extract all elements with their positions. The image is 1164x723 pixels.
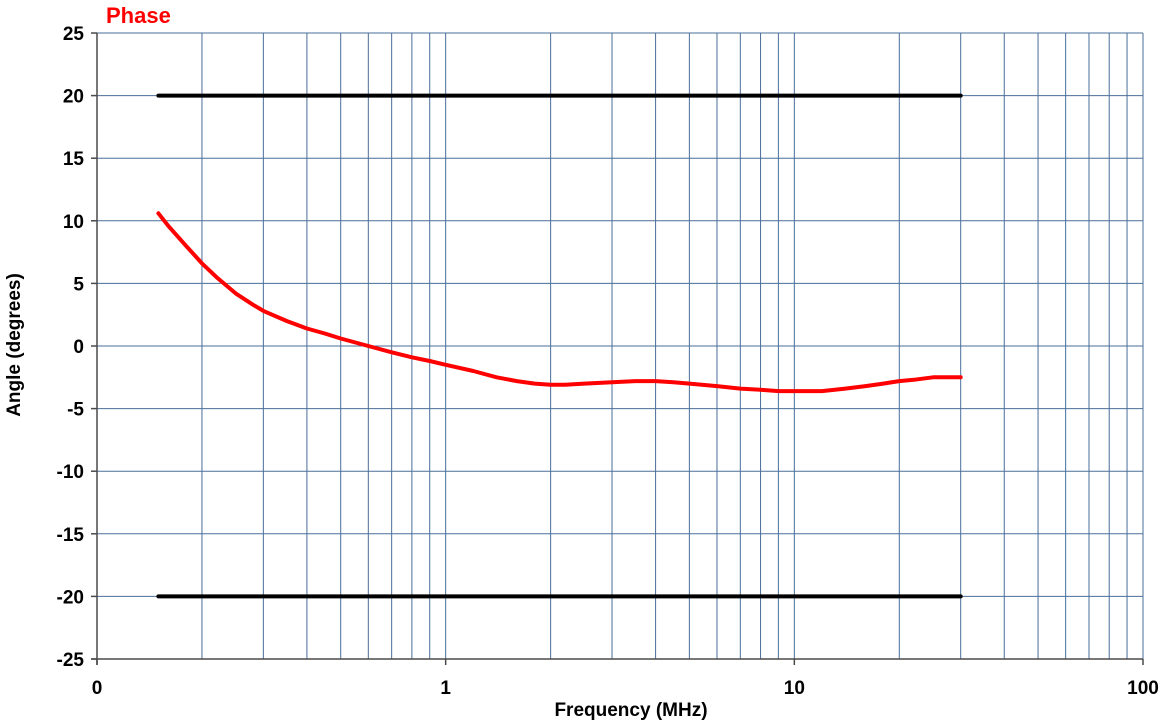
series-group xyxy=(156,93,963,599)
y-tick-label: 25 xyxy=(63,24,85,45)
y-tick-label: 20 xyxy=(63,87,84,108)
x-tick-label: 10 xyxy=(784,678,805,699)
x-tick-label: 100 xyxy=(1127,678,1159,699)
x-tick-labels: 0 1 10 100 xyxy=(92,678,1159,699)
y-tick-label: 10 xyxy=(63,212,84,233)
y-axis-label: Angle (degrees) xyxy=(4,273,25,417)
x-tick-label: 0 xyxy=(92,678,103,699)
axes xyxy=(91,32,1144,665)
x-tick-label: 1 xyxy=(440,678,451,699)
y-tick-label: -10 xyxy=(57,462,84,483)
phase-series-line xyxy=(156,211,963,394)
y-tick-labels: 25 20 15 10 5 0 -5 -10 -15 -20 -25 xyxy=(57,24,85,671)
y-tick-label: -5 xyxy=(67,400,84,421)
y-tick-label: 5 xyxy=(73,274,84,295)
chart-title: Phase xyxy=(106,3,171,28)
y-tick-label: -25 xyxy=(57,650,85,671)
x-axis-label: Frequency (MHz) xyxy=(554,700,707,721)
y-tick-label: 0 xyxy=(73,337,84,358)
y-tick-label: -15 xyxy=(57,525,85,546)
y-tick-label: -20 xyxy=(57,587,84,608)
y-tick-label: 15 xyxy=(63,149,85,170)
